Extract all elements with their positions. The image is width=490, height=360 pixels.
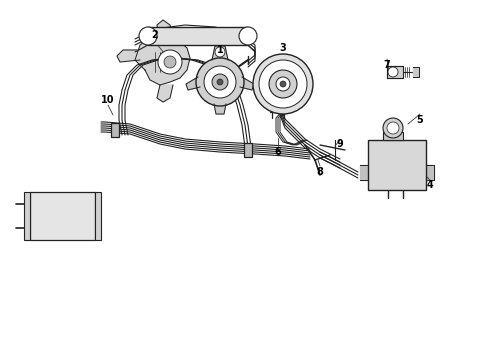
Bar (368, 140, 426, 190)
Circle shape (259, 60, 307, 108)
Circle shape (276, 77, 290, 91)
Circle shape (387, 122, 399, 134)
Text: 8: 8 (317, 167, 323, 177)
Text: 10: 10 (101, 95, 115, 105)
Polygon shape (212, 46, 228, 60)
Bar (244, 143, 252, 157)
Polygon shape (360, 165, 368, 180)
Bar (148, 27, 248, 45)
Bar (383, 132, 403, 140)
Circle shape (383, 118, 403, 138)
Circle shape (204, 66, 236, 98)
Text: 4: 4 (427, 180, 433, 190)
Polygon shape (157, 85, 173, 102)
Polygon shape (387, 66, 403, 78)
Circle shape (253, 54, 313, 114)
Bar (95, 192, 101, 240)
Text: 3: 3 (280, 43, 286, 53)
Circle shape (158, 50, 182, 74)
Text: 2: 2 (151, 30, 158, 40)
Circle shape (139, 27, 157, 45)
Text: 7: 7 (384, 60, 391, 70)
Bar (30, 192, 95, 240)
Polygon shape (413, 67, 419, 77)
Text: 6: 6 (274, 147, 281, 157)
Circle shape (280, 81, 286, 87)
Circle shape (239, 27, 257, 45)
Polygon shape (117, 50, 140, 62)
Circle shape (269, 70, 297, 98)
Circle shape (215, 47, 225, 57)
Circle shape (217, 79, 223, 85)
Polygon shape (426, 165, 434, 180)
Text: 9: 9 (337, 139, 343, 149)
Bar (24, 192, 30, 240)
Circle shape (164, 56, 176, 68)
Bar (111, 123, 119, 137)
Polygon shape (214, 104, 226, 114)
Polygon shape (240, 77, 254, 90)
Text: 5: 5 (416, 115, 423, 125)
Polygon shape (186, 77, 200, 90)
Circle shape (212, 74, 228, 90)
Circle shape (388, 67, 398, 77)
Polygon shape (157, 20, 173, 40)
Circle shape (196, 58, 244, 106)
Polygon shape (135, 38, 190, 85)
Text: 1: 1 (217, 45, 223, 55)
